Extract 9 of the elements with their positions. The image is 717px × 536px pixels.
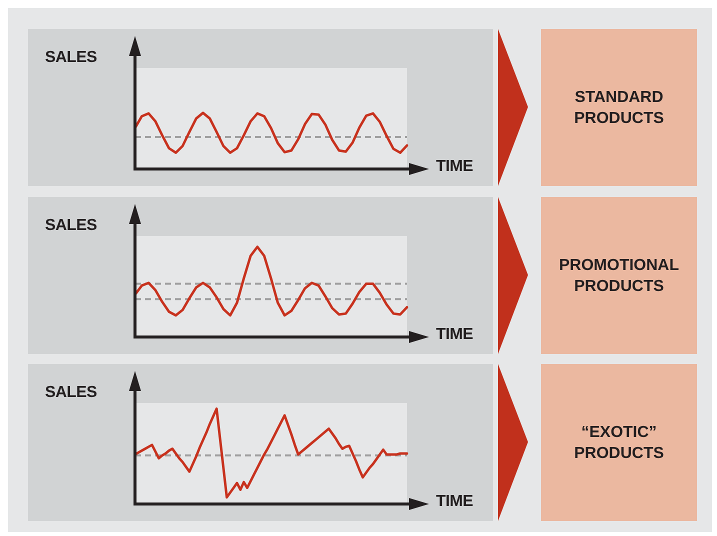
- x-axis-title: TIME: [436, 493, 474, 511]
- x-axis-title: TIME: [436, 326, 474, 344]
- text: PROMOTIONAL PRODUCTS: [541, 197, 697, 354]
- text: “EXOTIC” PRODUCTS: [541, 364, 697, 521]
- y-axis-title: SALES: [45, 384, 97, 402]
- text: STANDARD PRODUCTS: [541, 29, 697, 186]
- y-axis-title: SALES: [45, 49, 97, 67]
- x-axis-title: TIME: [436, 158, 474, 176]
- y-axis-title: SALES: [45, 217, 97, 235]
